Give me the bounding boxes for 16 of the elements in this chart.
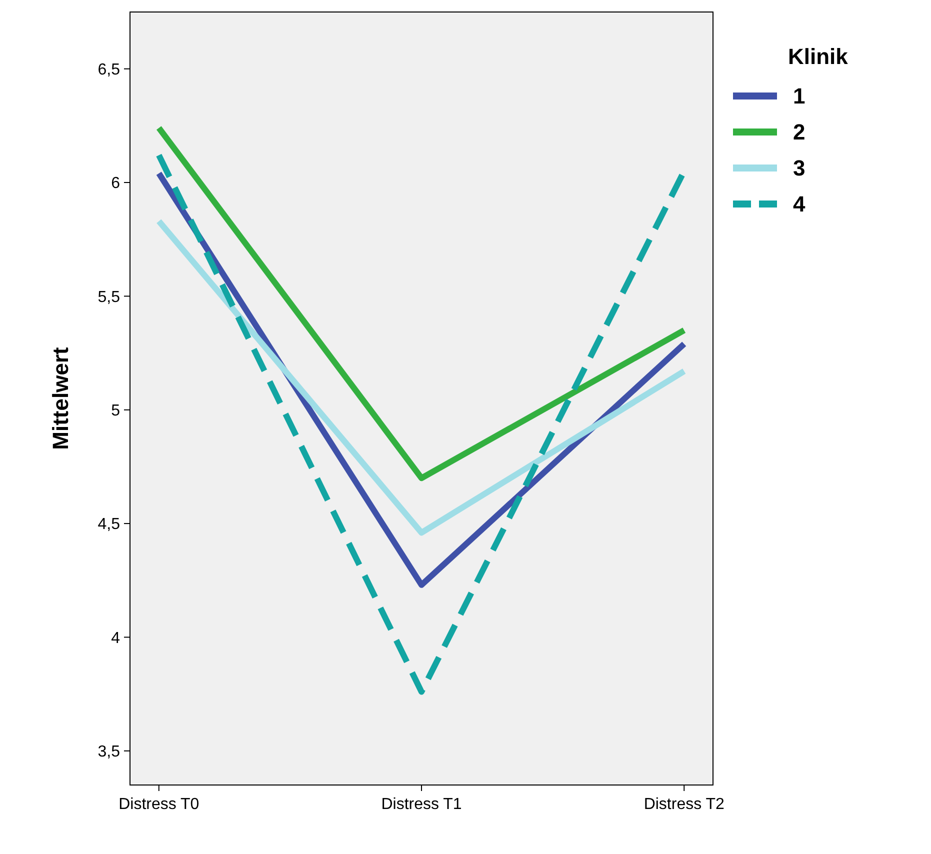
y-tick-label: 5,5: [98, 288, 120, 306]
legend-label: 1: [793, 84, 806, 109]
y-tick-label: 5: [111, 402, 120, 420]
y-tick-label: 3,5: [98, 743, 120, 760]
x-tick-label: Distress T0: [118, 796, 200, 813]
legend-title: Klinik: [788, 44, 849, 69]
y-tick-label: 4: [111, 630, 120, 647]
y-tick-label: 6,5: [98, 61, 120, 78]
legend-label: 2: [793, 120, 806, 145]
y-axis-title: Mittelwert: [48, 346, 73, 450]
y-tick-label: 4,5: [98, 516, 120, 534]
x-tick-label: Distress T1: [381, 796, 462, 813]
y-tick-label: 6: [111, 175, 120, 192]
legend-label: 4: [793, 192, 806, 217]
legend-label: 3: [793, 156, 806, 181]
x-tick-label: Distress T2: [644, 796, 725, 813]
